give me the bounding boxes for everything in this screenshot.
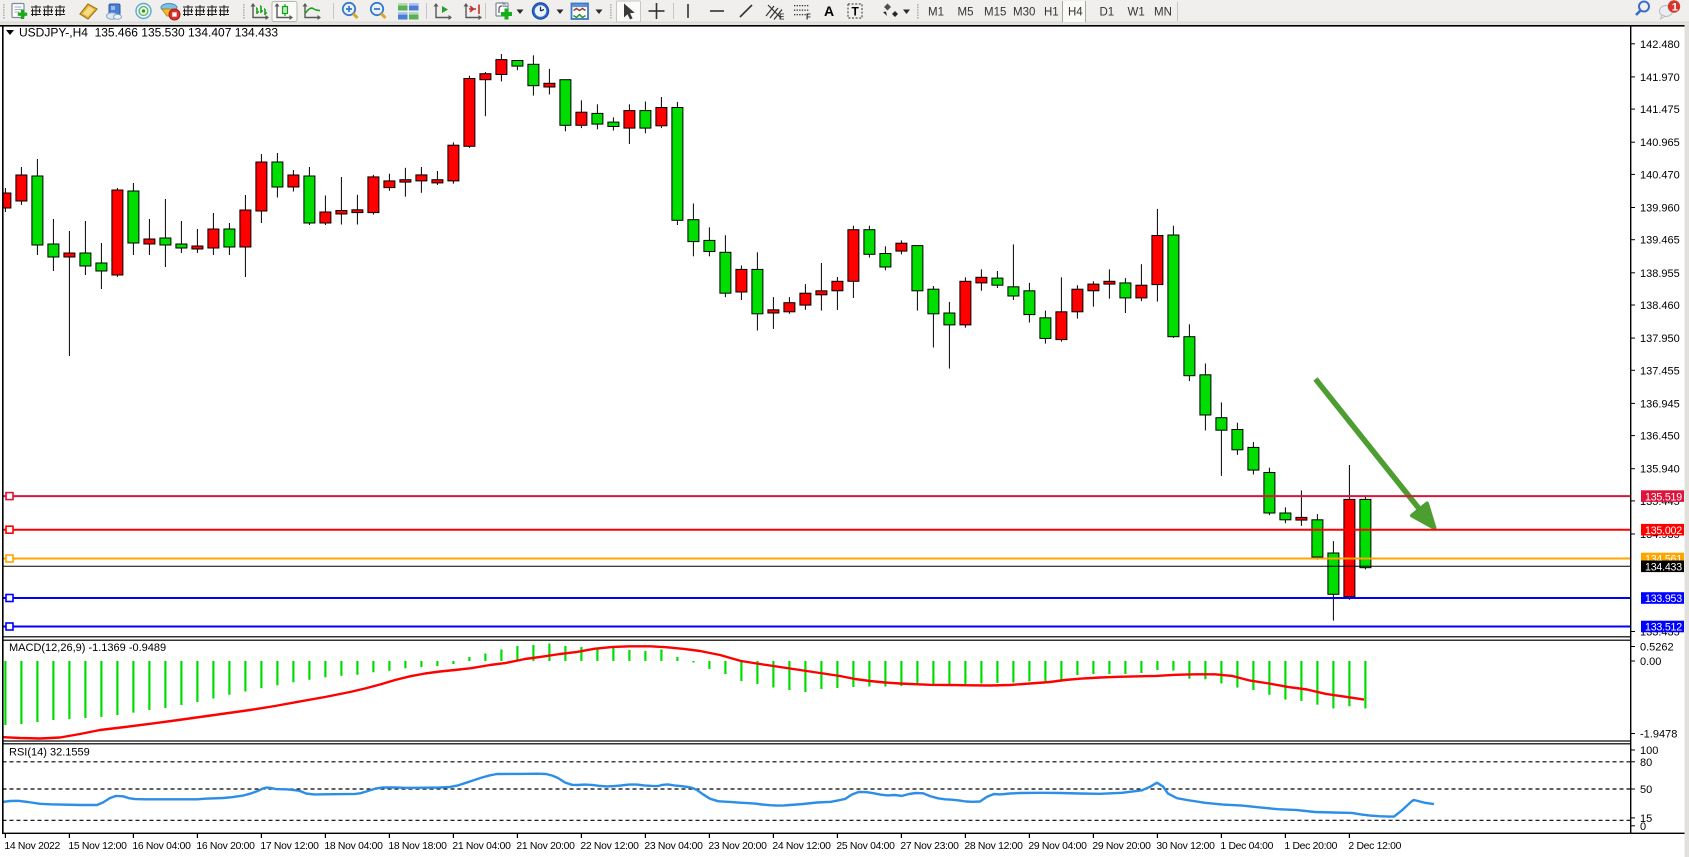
svg-text:136.945: 136.945 bbox=[1640, 398, 1680, 410]
svg-text:21 Nov 20:00: 21 Nov 20:00 bbox=[516, 841, 575, 852]
svg-text:USDJPY-,H4 135.466 135.530 13: USDJPY-,H4 135.466 135.530 134.407 134.4… bbox=[19, 26, 278, 40]
svg-text:M1: M1 bbox=[928, 7, 944, 19]
svg-text:50: 50 bbox=[1640, 784, 1652, 796]
svg-text:138.460: 138.460 bbox=[1640, 300, 1680, 312]
svg-text:21 Nov 04:00: 21 Nov 04:00 bbox=[452, 841, 511, 852]
svg-text:133.953: 133.953 bbox=[1645, 593, 1682, 605]
svg-text:1 Dec 04:00: 1 Dec 04:00 bbox=[1220, 841, 1273, 852]
svg-text:1: 1 bbox=[1672, 2, 1678, 14]
svg-text:137.455: 137.455 bbox=[1640, 365, 1680, 377]
svg-text:139.465: 139.465 bbox=[1640, 235, 1680, 247]
svg-text:141.970: 141.970 bbox=[1640, 72, 1680, 84]
svg-text:138.955: 138.955 bbox=[1640, 268, 1680, 280]
svg-text:141.475: 141.475 bbox=[1640, 104, 1680, 116]
svg-text:1 Dec 20:00: 1 Dec 20:00 bbox=[1284, 841, 1337, 852]
svg-text:140.965: 140.965 bbox=[1640, 137, 1680, 149]
svg-text:18 Nov 18:00: 18 Nov 18:00 bbox=[388, 841, 447, 852]
svg-text:29 Nov 04:00: 29 Nov 04:00 bbox=[1028, 841, 1087, 852]
svg-text:H4: H4 bbox=[1068, 7, 1083, 19]
svg-text:140.470: 140.470 bbox=[1640, 169, 1680, 181]
svg-text:100: 100 bbox=[1640, 745, 1658, 757]
svg-text:16 Nov 20:00: 16 Nov 20:00 bbox=[196, 841, 255, 852]
svg-text:30 Nov 12:00: 30 Nov 12:00 bbox=[1156, 841, 1215, 852]
svg-text:135.519: 135.519 bbox=[1645, 491, 1682, 503]
svg-text:29 Nov 20:00: 29 Nov 20:00 bbox=[1092, 841, 1151, 852]
svg-text:M15: M15 bbox=[984, 7, 1006, 19]
svg-text:MN: MN bbox=[1154, 7, 1172, 19]
svg-text:15: 15 bbox=[1640, 813, 1652, 825]
svg-text:23 Nov 04:00: 23 Nov 04:00 bbox=[644, 841, 703, 852]
svg-text:135.940: 135.940 bbox=[1640, 464, 1680, 476]
svg-text:27 Nov 23:00: 27 Nov 23:00 bbox=[900, 841, 959, 852]
svg-text:A: A bbox=[824, 3, 834, 19]
svg-text:E: E bbox=[779, 13, 785, 22]
svg-text:25 Nov 04:00: 25 Nov 04:00 bbox=[836, 841, 895, 852]
svg-text:22 Nov 12:00: 22 Nov 12:00 bbox=[580, 841, 639, 852]
svg-text:133.512: 133.512 bbox=[1645, 622, 1682, 634]
svg-text:0: 0 bbox=[1640, 821, 1646, 833]
svg-text:W1: W1 bbox=[1128, 7, 1145, 19]
svg-text:28 Nov 12:00: 28 Nov 12:00 bbox=[964, 841, 1023, 852]
svg-text:RSI(14) 32.1559: RSI(14) 32.1559 bbox=[9, 747, 90, 759]
svg-text:M5: M5 bbox=[958, 7, 974, 19]
svg-text:D1: D1 bbox=[1100, 7, 1115, 19]
svg-text:134.433: 134.433 bbox=[1645, 562, 1682, 574]
svg-text:MACD(12,26,9) -1.1369 -0.9489: MACD(12,26,9) -1.1369 -0.9489 bbox=[9, 642, 166, 654]
svg-text:142.480: 142.480 bbox=[1640, 39, 1680, 51]
svg-text:135.002: 135.002 bbox=[1645, 525, 1682, 537]
svg-text:137.950: 137.950 bbox=[1640, 333, 1680, 345]
svg-text:-1.9478: -1.9478 bbox=[1640, 729, 1677, 741]
svg-text:24 Nov 12:00: 24 Nov 12:00 bbox=[772, 841, 831, 852]
svg-text:139.960: 139.960 bbox=[1640, 203, 1680, 215]
svg-text:F: F bbox=[806, 13, 811, 22]
svg-text:17 Nov 12:00: 17 Nov 12:00 bbox=[260, 841, 319, 852]
svg-text:136.450: 136.450 bbox=[1640, 431, 1680, 443]
svg-text:2 Dec 12:00: 2 Dec 12:00 bbox=[1348, 841, 1401, 852]
svg-text:0.00: 0.00 bbox=[1640, 656, 1661, 668]
svg-text:18 Nov 04:00: 18 Nov 04:00 bbox=[324, 841, 383, 852]
svg-text:0.5262: 0.5262 bbox=[1640, 642, 1674, 654]
svg-text:23 Nov 20:00: 23 Nov 20:00 bbox=[708, 841, 767, 852]
svg-text:80: 80 bbox=[1640, 757, 1652, 769]
svg-text:M30: M30 bbox=[1013, 7, 1035, 19]
svg-text:H1: H1 bbox=[1044, 7, 1059, 19]
svg-text:15 Nov 12:00: 15 Nov 12:00 bbox=[68, 841, 127, 852]
svg-text:14 Nov 2022: 14 Nov 2022 bbox=[4, 841, 60, 852]
svg-text:T: T bbox=[852, 5, 860, 19]
svg-text:16 Nov 04:00: 16 Nov 04:00 bbox=[132, 841, 191, 852]
